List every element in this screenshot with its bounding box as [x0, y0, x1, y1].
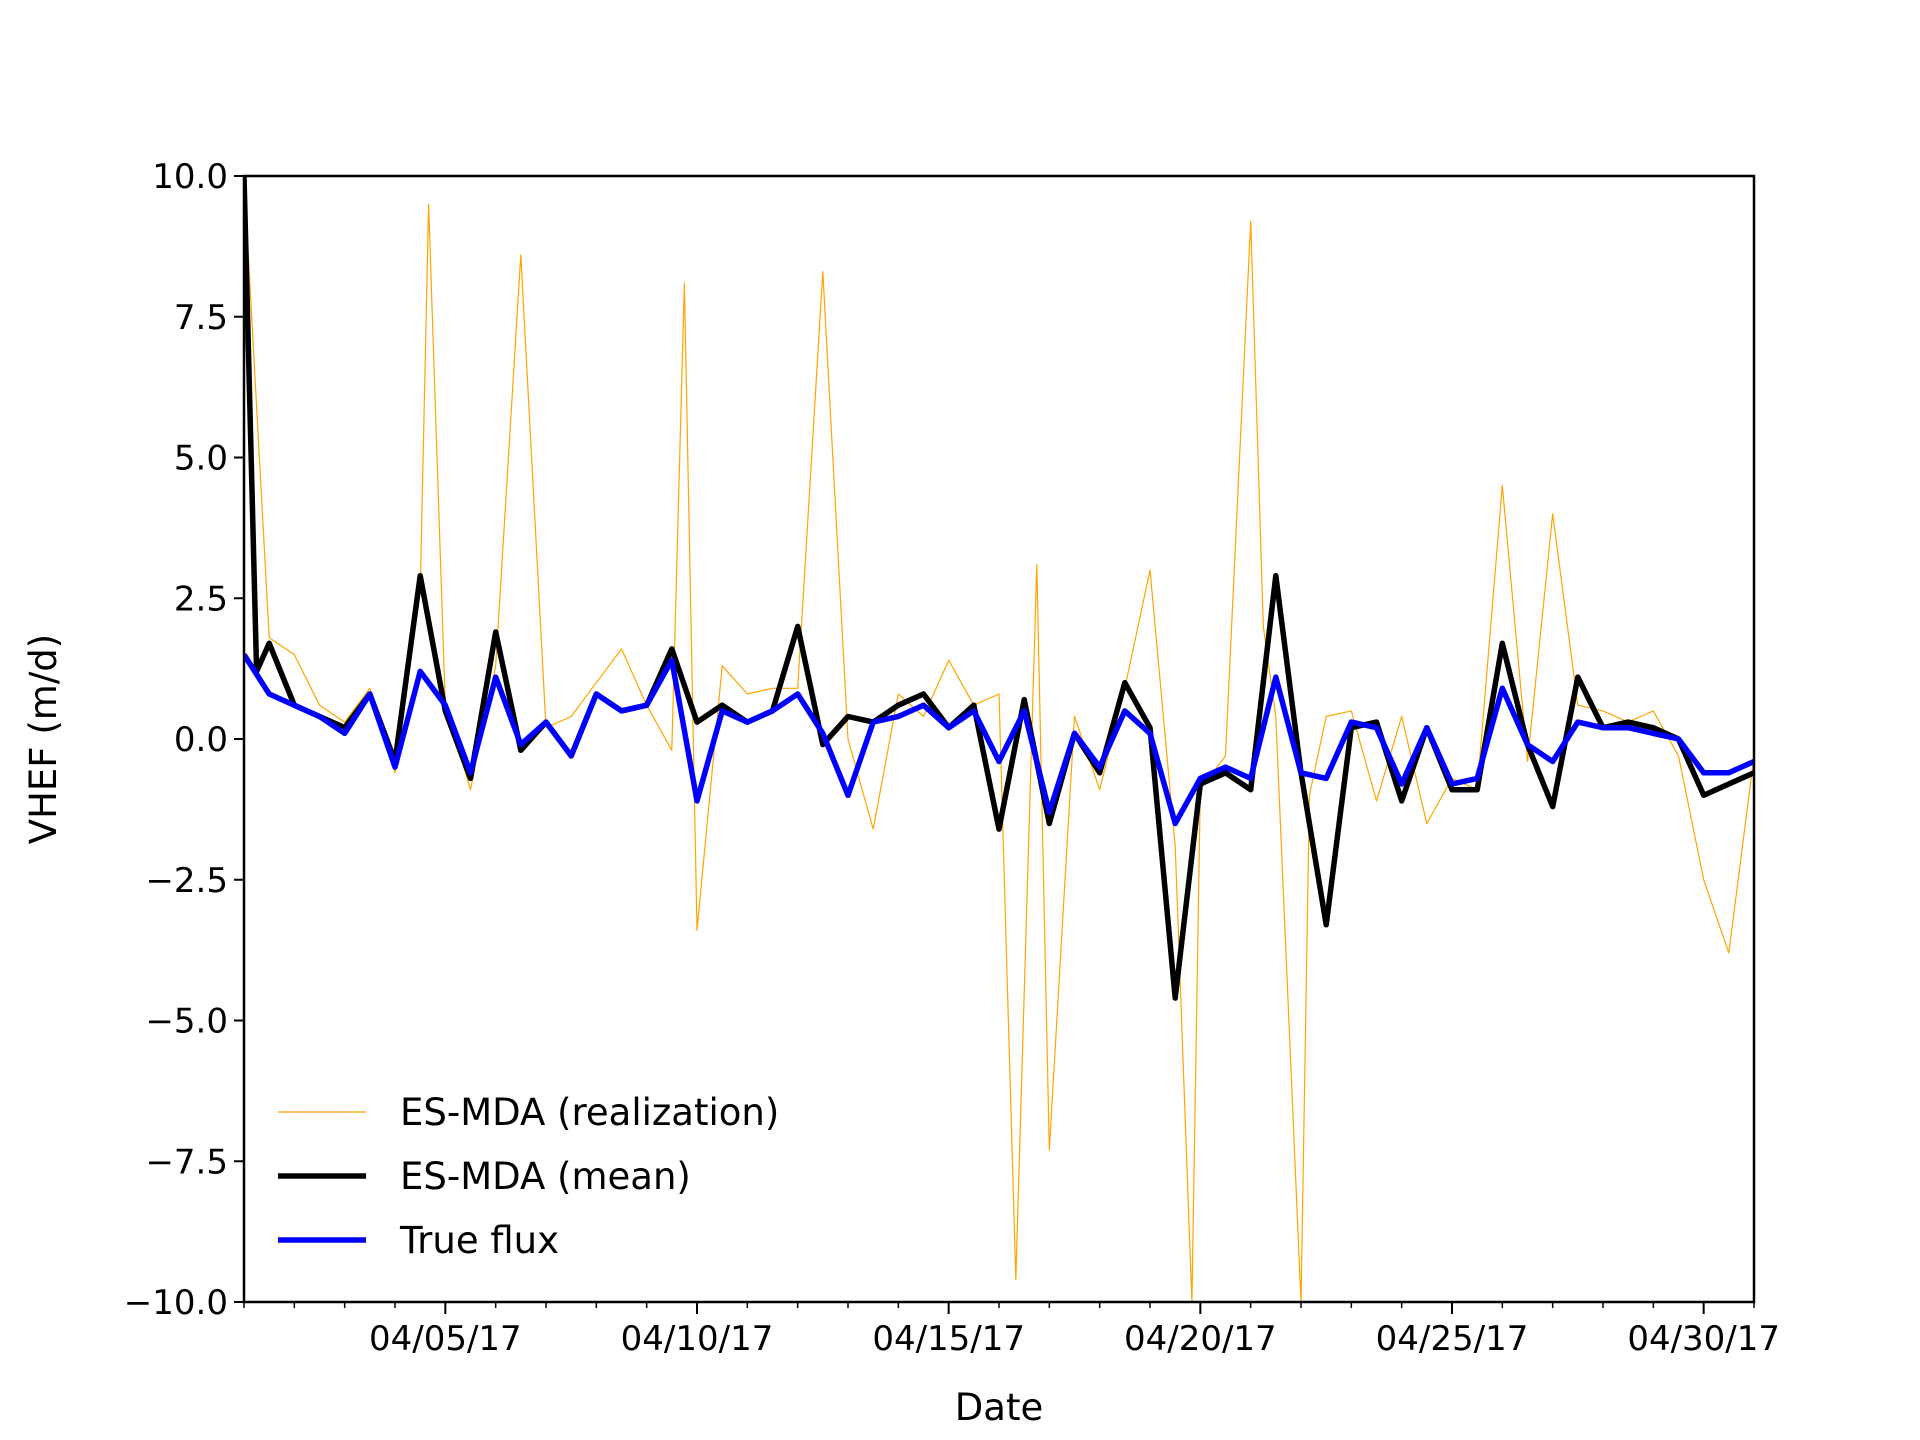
- x-tick-label: 04/20/17: [1124, 1319, 1277, 1359]
- y-tick-label: −7.5: [145, 1142, 228, 1182]
- y-axis-label: VHEF (m/d): [22, 634, 65, 844]
- y-tick-label: 7.5: [174, 298, 228, 338]
- series-line-3: [244, 653, 1754, 827]
- legend-label-3: True flux: [399, 1219, 559, 1262]
- y-tick-label: 5.0: [174, 439, 228, 479]
- y-tick-label: 10.0: [152, 157, 228, 197]
- y-tick-label: −5.0: [145, 1002, 228, 1042]
- x-axis: 04/05/17 04/10/17 04/15/17 04/20/17 04/25/17…: [243, 1302, 1780, 1359]
- x-tick-label: 04/15/17: [872, 1319, 1025, 1359]
- y-axis: 10.0 7.5 5.0 2.5 0.0 −2.5 −5.0 −7.5 −10.0: [124, 157, 244, 1323]
- x-axis-label: Date: [955, 1386, 1043, 1429]
- x-tick-label: 04/10/17: [621, 1319, 774, 1359]
- y-tick-label: 0.0: [174, 720, 228, 760]
- y-tick-label: −10.0: [124, 1283, 228, 1323]
- series-layer: [244, 176, 1754, 1302]
- x-tick-label: 04/30/17: [1627, 1319, 1780, 1359]
- y-tick-label: 2.5: [174, 579, 228, 619]
- x-tick-label: 04/05/17: [369, 1319, 522, 1359]
- legend: ES-MDA (realization) ES-MDA (mean) True fl…: [278, 1091, 779, 1262]
- legend-label-2: ES-MDA (mean): [400, 1155, 691, 1198]
- x-tick-label: 04/25/17: [1376, 1319, 1529, 1359]
- legend-label-1: ES-MDA (realization): [400, 1091, 779, 1134]
- y-tick-label: −2.5: [145, 861, 228, 901]
